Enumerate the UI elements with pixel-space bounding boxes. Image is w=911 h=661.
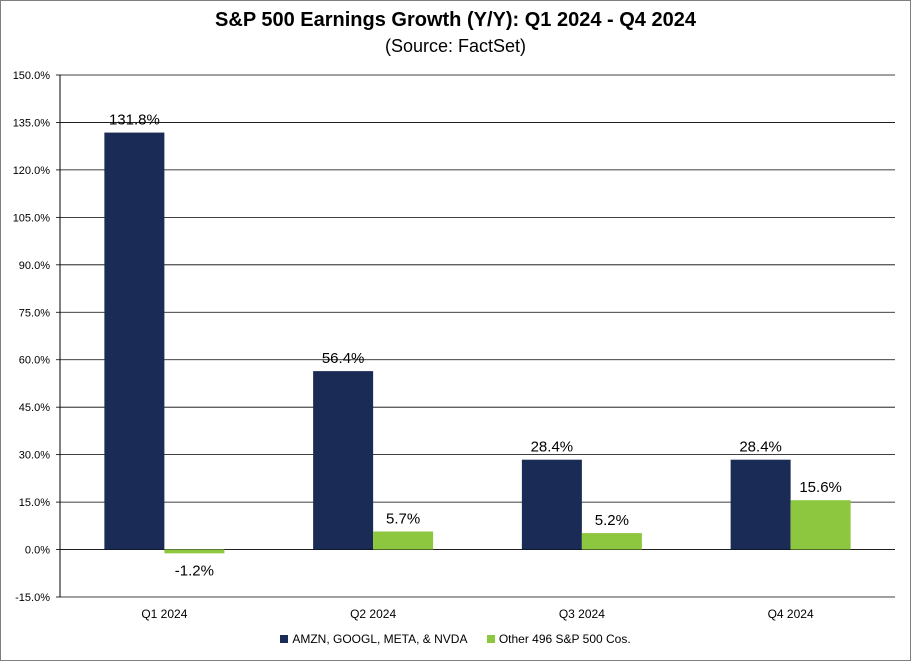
bar bbox=[730, 459, 791, 550]
y-tick-label: 135.0% bbox=[13, 117, 51, 129]
legend: AMZN, GOOGL, META, & NVDA Other 496 S&P … bbox=[0, 632, 911, 646]
bar bbox=[790, 500, 851, 550]
data-label: 15.6% bbox=[799, 479, 842, 496]
y-tick-label: 45.0% bbox=[19, 402, 50, 414]
data-label: 131.8% bbox=[109, 112, 160, 129]
bar bbox=[164, 549, 225, 554]
bar bbox=[521, 459, 582, 550]
legend-swatch-other bbox=[486, 635, 495, 643]
legend-label-other: Other 496 S&P 500 Cos. bbox=[498, 632, 631, 646]
bar bbox=[581, 533, 642, 550]
legend-swatch-big-tech bbox=[280, 635, 289, 643]
x-tick-label: Q4 2024 bbox=[768, 607, 814, 621]
legend-item-other: Other 496 S&P 500 Cos. bbox=[486, 632, 631, 646]
legend-label-big-tech: AMZN, GOOGL, META, & NVDA bbox=[292, 632, 468, 646]
legend-item-big-tech: AMZN, GOOGL, META, & NVDA bbox=[280, 632, 467, 646]
data-label: 28.4% bbox=[739, 439, 782, 456]
y-tick-label: 105.0% bbox=[13, 212, 51, 224]
y-tick-label: 150.0% bbox=[13, 70, 51, 82]
x-tick-label: Q2 2024 bbox=[350, 607, 396, 621]
y-tick-label: 90.0% bbox=[19, 260, 50, 272]
y-tick-label: 30.0% bbox=[19, 450, 50, 462]
y-tick-label: 60.0% bbox=[19, 355, 50, 367]
y-tick-label: 0.0% bbox=[25, 545, 50, 557]
data-label: -1.2% bbox=[175, 562, 214, 579]
data-label: 5.7% bbox=[386, 511, 420, 528]
data-label: 5.2% bbox=[595, 512, 629, 529]
data-label: 56.4% bbox=[322, 350, 365, 367]
bar bbox=[313, 371, 374, 550]
bar bbox=[373, 531, 434, 550]
data-label: 28.4% bbox=[531, 439, 574, 456]
y-tick-label: -15.0% bbox=[15, 592, 50, 604]
y-tick-label: 120.0% bbox=[13, 165, 51, 177]
chart-title: S&P 500 Earnings Growth (Y/Y): Q1 2024 -… bbox=[215, 9, 696, 31]
y-tick-label: 15.0% bbox=[19, 497, 50, 509]
x-tick-label: Q3 2024 bbox=[559, 607, 605, 621]
x-tick-label: Q1 2024 bbox=[141, 607, 187, 621]
chart-subtitle: (Source: FactSet) bbox=[384, 36, 527, 56]
bar bbox=[104, 132, 165, 550]
y-tick-label: 75.0% bbox=[19, 307, 50, 319]
